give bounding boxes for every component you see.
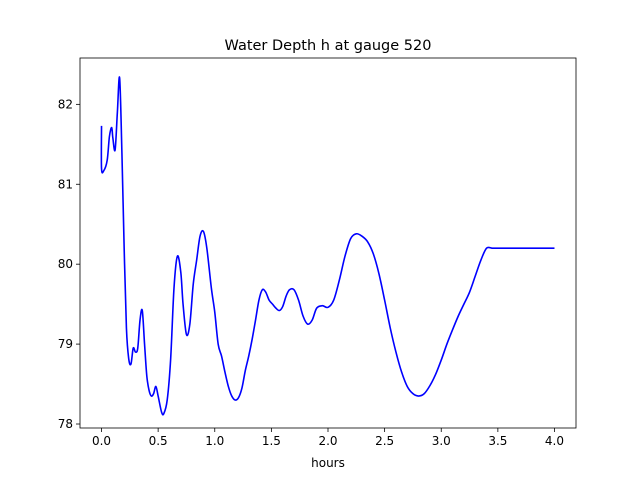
x-tick-label: 3.0 <box>432 434 451 448</box>
x-tick-label: 2.5 <box>375 434 394 448</box>
x-tick-label: 0.0 <box>92 434 111 448</box>
plot-frame <box>79 57 577 429</box>
y-tick-label: 79 <box>58 337 73 351</box>
x-tick-label: 4.0 <box>545 434 564 448</box>
x-axis-label: hours <box>311 456 345 470</box>
x-tick-label: 1.5 <box>262 434 281 448</box>
x-tick-label: 0.5 <box>149 434 168 448</box>
x-tick-label: 2.0 <box>318 434 337 448</box>
chart-title: Water Depth h at gauge 520 <box>225 38 432 54</box>
y-axis: 78 79 80 81 82 <box>58 97 80 431</box>
y-tick-label: 80 <box>58 257 73 271</box>
y-tick-label: 81 <box>58 177 73 191</box>
x-tick-label: 1.0 <box>205 434 224 448</box>
y-tick-label: 82 <box>58 97 73 111</box>
x-tick-label: 3.5 <box>488 434 507 448</box>
series-line <box>100 76 555 416</box>
x-axis: 0.0 0.5 1.0 1.5 2.0 2.5 3.0 3.5 4.0 <box>92 428 564 448</box>
y-tick-label: 78 <box>58 417 73 431</box>
